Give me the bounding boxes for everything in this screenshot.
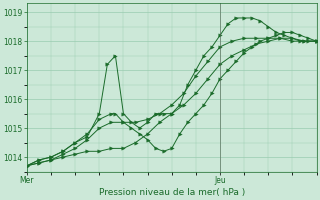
X-axis label: Pression niveau de la mer( hPa ): Pression niveau de la mer( hPa ) [99, 188, 245, 197]
